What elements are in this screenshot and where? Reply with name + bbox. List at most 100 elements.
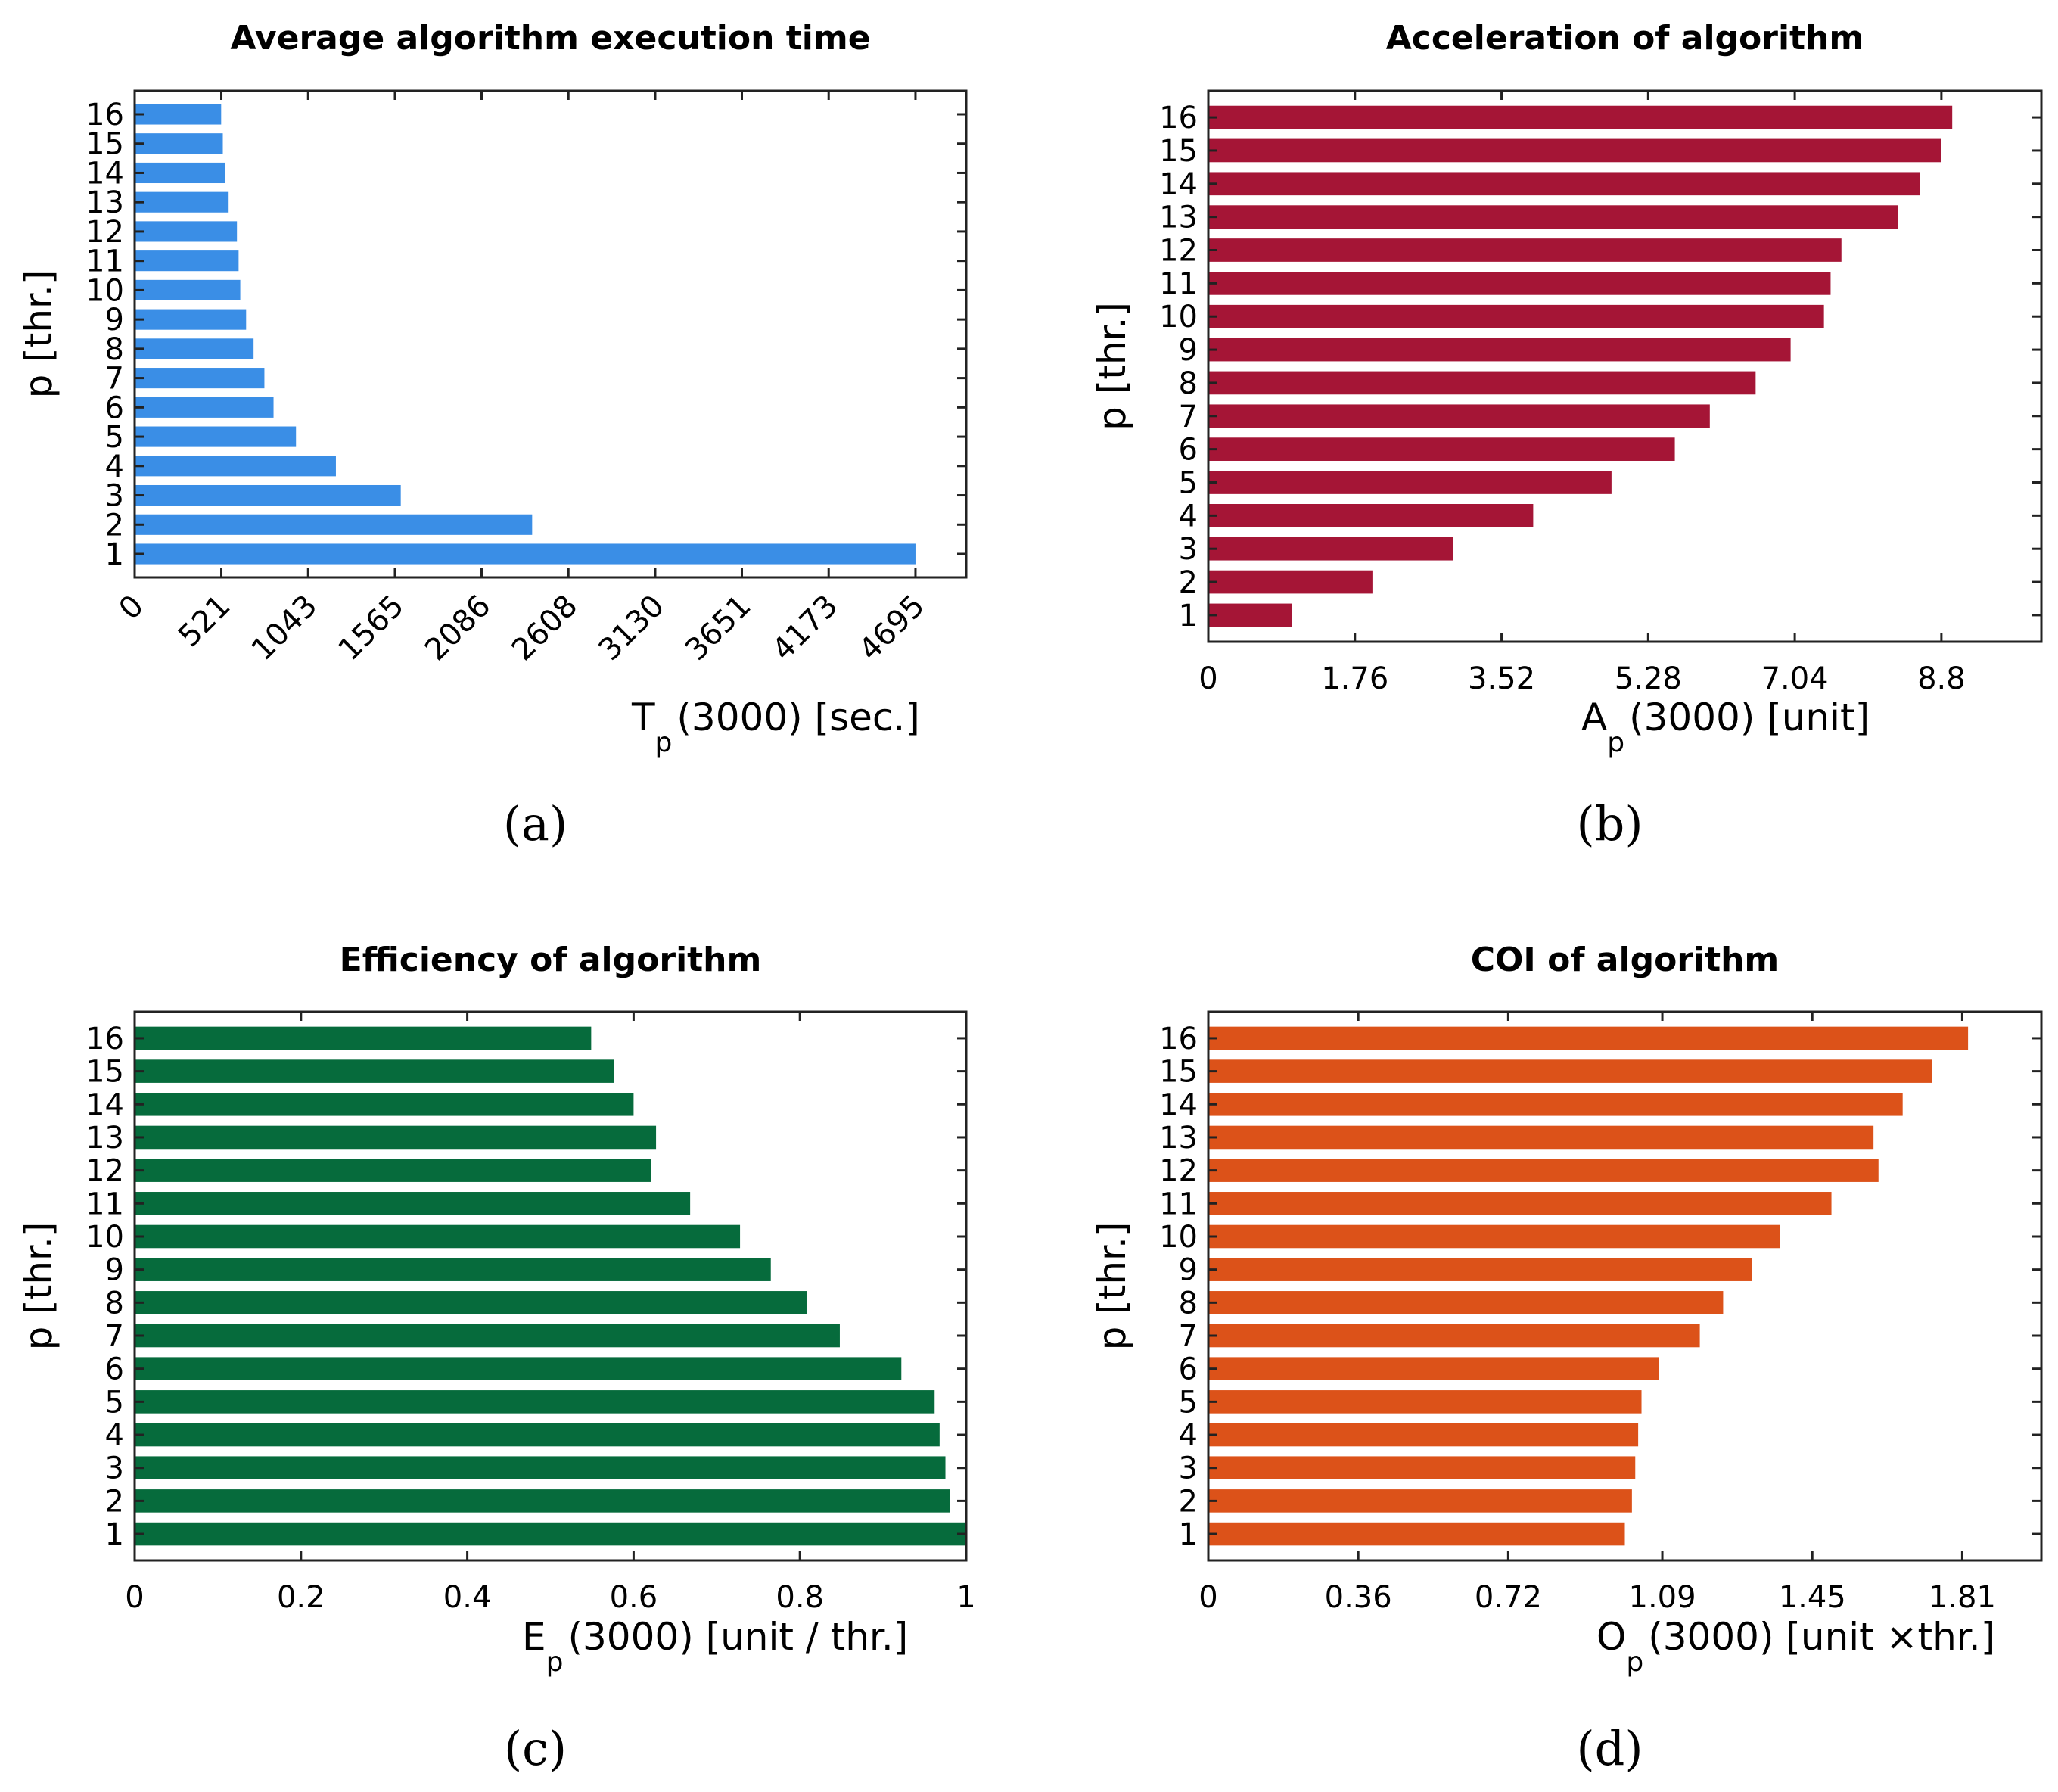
bar-p2 xyxy=(1208,570,1373,594)
bar-p12 xyxy=(1208,1159,1879,1182)
x-tick-label: 1.76 xyxy=(1321,661,1388,696)
y-tick-label: 5 xyxy=(1179,1385,1198,1420)
chart-panel-2: Acceleration of algorithm123456789101112… xyxy=(1090,19,2043,851)
plot-frame xyxy=(133,1010,968,1562)
y-tick-label: 12 xyxy=(1159,1154,1198,1189)
y-tick-label: 9 xyxy=(105,303,124,338)
y-tick-label: 16 xyxy=(85,1022,124,1056)
bar-p5 xyxy=(1208,471,1612,494)
y-tick-label: 2 xyxy=(105,1484,124,1519)
bar-p8 xyxy=(1208,1291,1724,1314)
x-tick-label: 1565 xyxy=(332,589,412,668)
x-axis-label: Ap(3000) [unit] xyxy=(1581,695,1870,758)
y-tick-label: 2 xyxy=(105,508,124,543)
bar-p11 xyxy=(1208,1192,1832,1215)
y-tick-label: 16 xyxy=(85,98,124,132)
x-tick-label: 0 xyxy=(1198,661,1217,696)
y-tick-label: 4 xyxy=(105,1418,124,1453)
panel-label: (a) xyxy=(503,796,567,851)
x-tick-label: 1.09 xyxy=(1629,1580,1696,1615)
y-tick-label: 11 xyxy=(85,244,124,279)
bar-p16 xyxy=(1208,105,1953,129)
y-tick-label: 2 xyxy=(1179,1484,1198,1519)
y-tick-label: 9 xyxy=(105,1253,124,1288)
x-tick-label: 1043 xyxy=(245,589,325,668)
bar-p14 xyxy=(1208,1093,1903,1116)
y-tick-label: 8 xyxy=(1179,366,1198,401)
bar-p8 xyxy=(135,338,254,359)
y-tick-label: 16 xyxy=(1159,1022,1198,1056)
plot-frame xyxy=(133,89,968,579)
y-tick-label: 15 xyxy=(85,1055,124,1090)
y-tick-label: 13 xyxy=(1159,1121,1198,1156)
y-tick-label: 6 xyxy=(1179,1352,1198,1387)
y-tick-label: 3 xyxy=(105,1451,124,1486)
y-tick-label: 14 xyxy=(85,156,124,191)
bar-p4 xyxy=(1208,1423,1639,1447)
y-tick-label: 8 xyxy=(105,332,124,367)
y-tick-label: 13 xyxy=(1159,201,1198,235)
y-tick-label: 13 xyxy=(85,185,124,220)
bar-p6 xyxy=(1208,1357,1659,1380)
x-tick-label: 0.6 xyxy=(610,1580,658,1615)
x-tick-label: 8.8 xyxy=(1917,661,1966,696)
bar-p8 xyxy=(1208,371,1756,395)
bar-p10 xyxy=(1208,304,1824,328)
y-tick-label: 9 xyxy=(1179,1253,1198,1288)
bar-p11 xyxy=(1208,272,1831,295)
bar-p3 xyxy=(135,484,401,506)
bar-p9 xyxy=(135,309,247,330)
y-axis-label: p [thr.] xyxy=(17,270,61,399)
bar-p9 xyxy=(1208,1258,1752,1281)
panel-label: (d) xyxy=(1576,1721,1643,1776)
y-tick-label: 5 xyxy=(105,420,124,455)
x-tick-label: 1.45 xyxy=(1779,1580,1846,1615)
bar-p16 xyxy=(135,104,222,125)
y-tick-label: 15 xyxy=(1159,1055,1198,1090)
bar-p13 xyxy=(1208,1125,1874,1150)
x-tick-label: 3.52 xyxy=(1468,661,1535,696)
x-tick-label: 1 xyxy=(956,1580,975,1615)
y-tick-label: 4 xyxy=(1179,499,1198,534)
x-tick-label: 0.2 xyxy=(277,1580,325,1615)
bar-p4 xyxy=(1208,504,1534,527)
y-tick-label: 7 xyxy=(1179,1319,1198,1354)
y-tick-label: 6 xyxy=(1179,433,1198,468)
panel-label: (b) xyxy=(1576,796,1643,851)
y-tick-label: 1 xyxy=(105,1517,124,1552)
bar-p1 xyxy=(1208,603,1292,627)
y-tick-label: 11 xyxy=(1159,1187,1198,1221)
x-tick-label: 3651 xyxy=(679,589,758,668)
bar-p12 xyxy=(135,221,238,242)
bar-p5 xyxy=(135,1390,935,1414)
y-tick-label: 6 xyxy=(105,1352,124,1387)
bar-p11 xyxy=(135,1192,691,1215)
y-tick-label: 5 xyxy=(105,1385,124,1420)
bar-p1 xyxy=(135,543,916,565)
x-tick-label: 3130 xyxy=(592,589,672,668)
y-tick-label: 11 xyxy=(1159,266,1198,301)
bar-p3 xyxy=(1208,537,1453,561)
panel-label: (c) xyxy=(504,1721,567,1776)
y-tick-label: 14 xyxy=(85,1087,124,1122)
y-tick-label: 3 xyxy=(1179,1451,1198,1486)
bar-p3 xyxy=(135,1456,946,1479)
bar-p2 xyxy=(135,514,533,535)
x-tick-label: 4173 xyxy=(766,589,845,668)
chart-title: Average algorithm execution time xyxy=(230,19,870,58)
y-axis-label: p [thr.] xyxy=(1090,1222,1134,1351)
bar-p10 xyxy=(1208,1224,1780,1249)
chart-title: Acceleration of algorithm xyxy=(1386,19,1864,58)
bar-p16 xyxy=(135,1026,592,1050)
bar-p2 xyxy=(135,1489,950,1513)
bar-p7 xyxy=(135,368,265,389)
y-tick-label: 3 xyxy=(1179,532,1198,567)
bar-p5 xyxy=(135,426,297,447)
bar-p12 xyxy=(1208,238,1842,262)
bar-p3 xyxy=(1208,1456,1636,1479)
y-tick-label: 9 xyxy=(1179,333,1198,368)
y-tick-label: 1 xyxy=(1179,1517,1198,1552)
y-tick-label: 10 xyxy=(85,273,124,308)
x-tick-label: 0.72 xyxy=(1475,1580,1542,1615)
y-tick-label: 1 xyxy=(1179,599,1198,633)
